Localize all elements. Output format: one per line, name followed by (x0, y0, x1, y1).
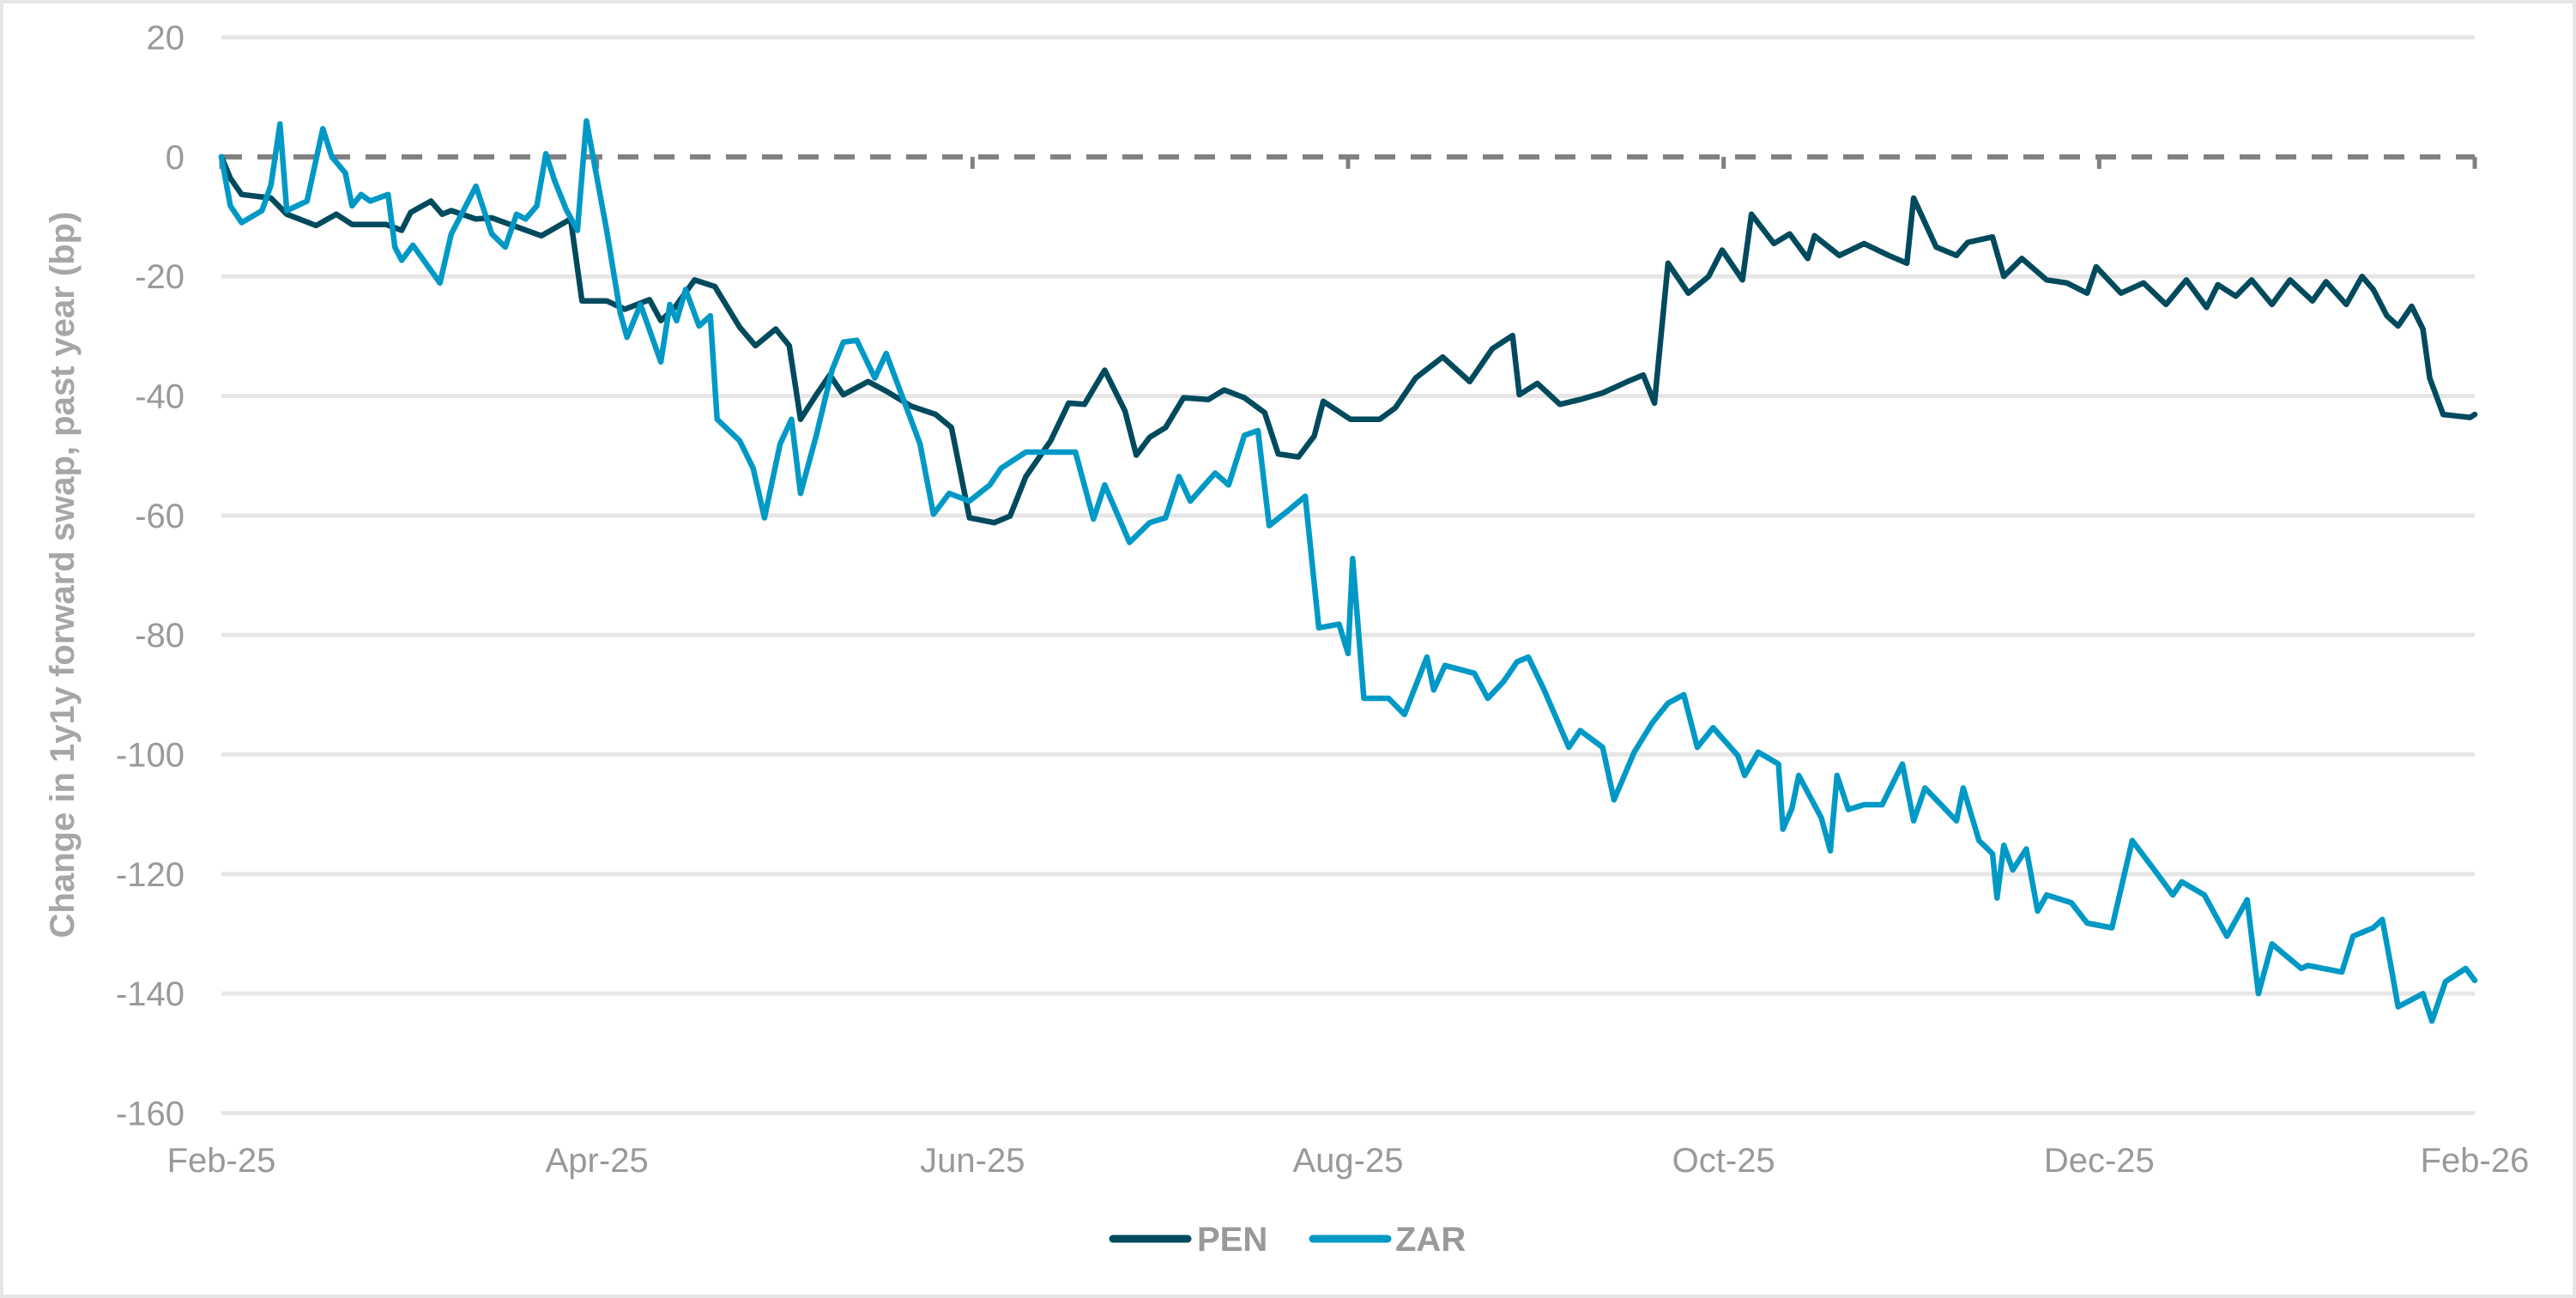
series-lines (218, 118, 2478, 1024)
y-tick-label: -60 (135, 498, 184, 535)
legend: PEN ZAR (1109, 1221, 1466, 1259)
x-axis-ticks: Feb-25 Apr-25 Jun-25 Aug-25 Oct-25 Dec-25 Feb-… (167, 1142, 2530, 1180)
y-tick-label: -20 (135, 258, 184, 296)
x-tick-label: Jun-25 (920, 1142, 1025, 1180)
y-tick-label: -40 (135, 378, 184, 416)
y-tick-label: -100 (116, 737, 184, 775)
zero-reference-line (219, 154, 2477, 169)
y-axis-title: Change in 1y1y forward swap, past year (… (44, 212, 82, 939)
x-tick-label: Feb-25 (167, 1142, 276, 1180)
series-line-pen (218, 154, 2478, 526)
x-tick-label: Oct-25 (1672, 1142, 1775, 1180)
y-tick-label: -80 (135, 617, 184, 655)
y-axis-ticks: 20 0 -20 -40 -60 -80 -100 -120 -140 -160 (116, 20, 184, 1133)
x-tick-label: Feb-26 (2421, 1142, 2530, 1180)
y-tick-label: -120 (116, 856, 184, 894)
x-tick-label: Dec-25 (2044, 1142, 2155, 1180)
x-tick-label: Aug-25 (1293, 1142, 1404, 1180)
legend-pen-label: PEN (1197, 1221, 1267, 1259)
y-tick-label: -160 (116, 1096, 184, 1133)
y-tick-label: 0 (166, 139, 184, 177)
legend-zar-label: ZAR (1395, 1221, 1466, 1259)
y-tick-label: -140 (116, 975, 184, 1013)
x-tick-label: Apr-25 (546, 1142, 649, 1180)
series-line-zar (218, 118, 2478, 1024)
gridlines (221, 35, 2475, 1115)
y-tick-label: 20 (147, 20, 185, 57)
